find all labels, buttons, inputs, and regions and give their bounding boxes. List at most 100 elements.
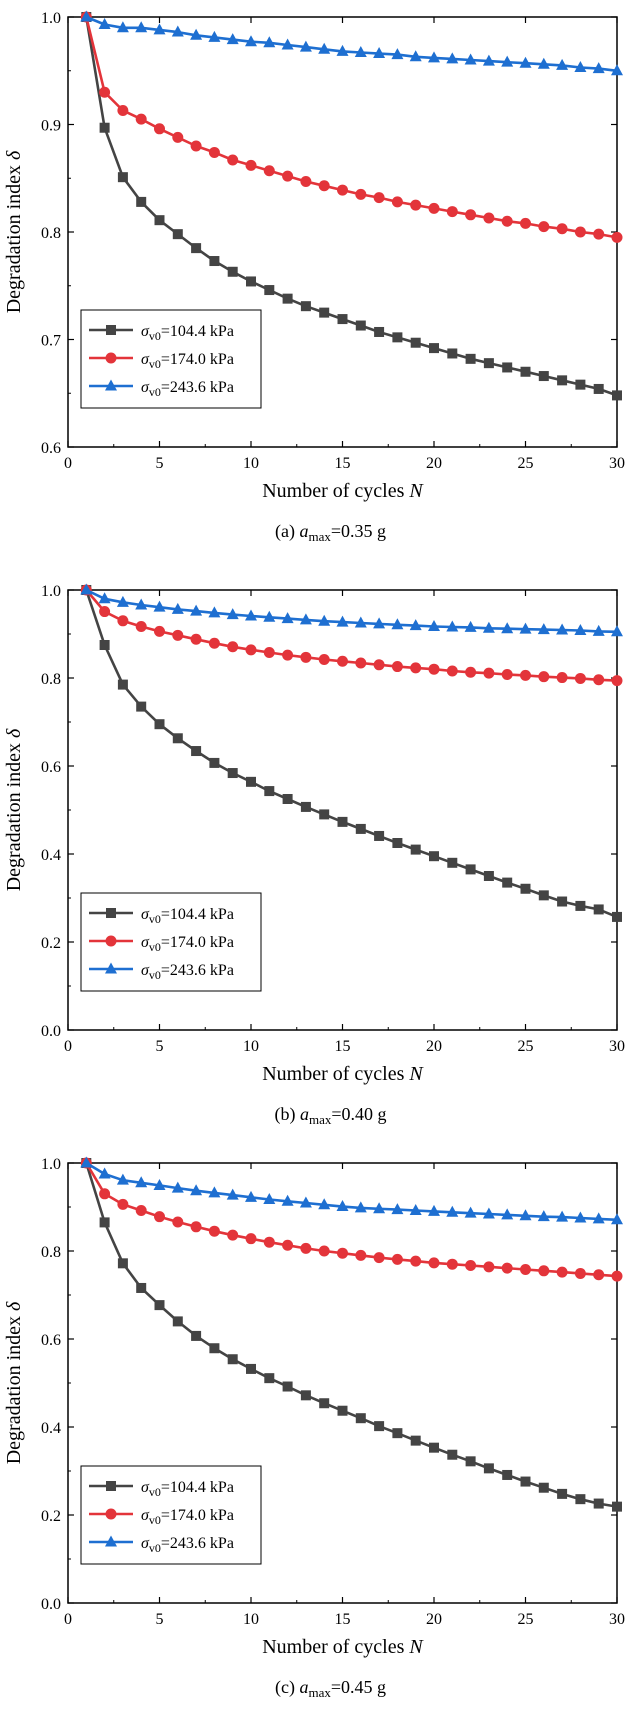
data-point xyxy=(264,285,275,296)
data-point xyxy=(208,1186,221,1198)
data-point xyxy=(80,583,93,595)
data-point xyxy=(172,131,184,143)
data-point xyxy=(98,592,111,604)
data-point xyxy=(337,314,348,325)
data-point xyxy=(99,1188,111,1200)
legend-label: σv0=243.6 kPa xyxy=(141,379,234,399)
data-point xyxy=(537,623,550,635)
data-point xyxy=(556,223,568,235)
y-tick-label: 0.9 xyxy=(41,118,61,135)
data-point xyxy=(575,900,586,911)
data-point xyxy=(282,649,294,661)
data-point xyxy=(520,217,531,229)
panel-caption: (c) amax=0.45 g xyxy=(275,1677,386,1700)
data-point xyxy=(483,1463,494,1474)
y-tick-label: 0.4 xyxy=(41,1420,61,1437)
data-point xyxy=(593,383,604,394)
data-point xyxy=(227,641,239,653)
data-point xyxy=(153,1178,166,1190)
y-axis-label: Degradation index δ xyxy=(3,728,25,891)
data-point xyxy=(263,36,276,48)
x-tick-label: 15 xyxy=(335,1038,351,1055)
data-point xyxy=(282,1381,293,1392)
data-point xyxy=(428,620,440,632)
data-point xyxy=(154,719,165,730)
panel-caption: (a) amax=0.35 g xyxy=(275,521,386,544)
data-point xyxy=(410,1255,422,1267)
data-point xyxy=(263,1236,275,1248)
data-point xyxy=(191,243,202,254)
data-point xyxy=(574,1211,587,1223)
data-point xyxy=(373,617,386,629)
data-point xyxy=(245,609,257,621)
series-line xyxy=(85,1162,618,1278)
data-point xyxy=(80,1156,93,1168)
data-point xyxy=(153,23,166,35)
data-point xyxy=(355,1249,367,1261)
data-point xyxy=(464,53,477,65)
data-point xyxy=(153,600,166,612)
series-line xyxy=(85,1161,618,1222)
data-point xyxy=(154,215,165,226)
data-point xyxy=(281,1194,294,1206)
x-tick-label: 15 xyxy=(335,455,351,472)
data-point xyxy=(557,896,568,907)
data-point xyxy=(373,1252,385,1264)
data-point xyxy=(299,613,312,625)
data-point xyxy=(99,122,110,133)
data-point xyxy=(282,170,294,182)
data-point xyxy=(80,10,93,22)
data-point xyxy=(355,1413,366,1424)
legend-marker xyxy=(106,325,116,335)
data-point xyxy=(355,823,366,834)
x-tick-label: 25 xyxy=(518,1038,534,1055)
x-tick-label: 5 xyxy=(156,1611,164,1628)
data-point xyxy=(208,30,221,42)
data-point xyxy=(263,610,276,622)
data-point xyxy=(592,62,605,74)
data-point xyxy=(519,622,532,634)
data-point xyxy=(336,44,349,56)
data-point xyxy=(611,1213,623,1225)
series-line xyxy=(85,1162,618,1508)
data-point xyxy=(520,366,531,377)
data-point xyxy=(501,668,513,680)
series-line xyxy=(85,16,618,239)
data-point xyxy=(429,851,439,862)
legend-marker xyxy=(105,1535,117,1547)
data-point xyxy=(483,667,495,679)
x-tick-label: 20 xyxy=(426,1611,442,1628)
data-point xyxy=(557,1488,568,1499)
data-point xyxy=(574,61,587,73)
data-point xyxy=(99,86,111,98)
data-point xyxy=(373,1202,386,1214)
legend-label: σv0=104.4 kPa xyxy=(141,906,234,926)
data-point xyxy=(409,619,422,631)
legend: σv0=104.4 kPa σv0=174.0 kPa σv0=243.6 kPa xyxy=(80,1465,262,1565)
y-axis-label: Degradation index δ xyxy=(3,150,25,313)
data-point xyxy=(410,199,422,211)
data-point xyxy=(117,1198,129,1210)
data-point xyxy=(318,654,330,666)
data-point xyxy=(446,620,459,632)
y-tick-label: 0.8 xyxy=(41,225,61,242)
data-point xyxy=(319,1398,330,1409)
data-point xyxy=(391,1253,403,1265)
data-point xyxy=(116,21,129,33)
legend: σv0=104.4 kPa σv0=174.0 kPa σv0=243.6 kPa xyxy=(80,309,262,409)
x-tick-label: 20 xyxy=(426,1038,442,1055)
data-point xyxy=(520,669,531,681)
data-point xyxy=(374,1421,385,1432)
data-point xyxy=(226,33,239,45)
data-point xyxy=(611,1270,623,1282)
data-point xyxy=(373,47,386,59)
data-point xyxy=(171,1181,184,1193)
data-point xyxy=(611,231,623,243)
series-1 xyxy=(81,1158,622,1512)
x-tick-label: 10 xyxy=(243,1611,259,1628)
data-point xyxy=(281,38,294,50)
data-point xyxy=(374,830,385,841)
legend-label: σv0=174.0 kPa xyxy=(141,934,234,954)
data-point xyxy=(209,256,220,267)
data-point xyxy=(116,595,129,607)
